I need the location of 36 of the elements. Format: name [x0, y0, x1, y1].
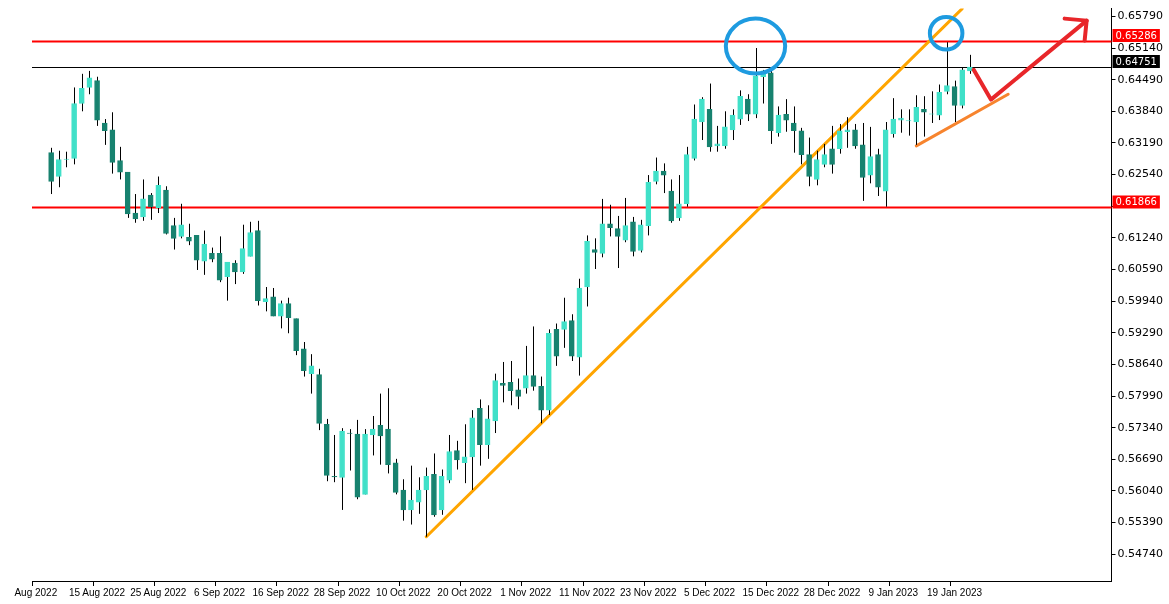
y-tick-label: 0.59940 [1117, 293, 1164, 307]
ref-line-label: 0.64751 [1115, 55, 1157, 67]
x-tick-label: 16 Sep 2022 [252, 586, 310, 598]
x-tick-label: 9 Jan 2023 [868, 586, 919, 598]
y-tick-label: 0.58640 [1117, 357, 1164, 371]
x-tick-label: 1 Nov 2022 [500, 586, 552, 598]
y-tick-label: 0.57990 [1117, 388, 1164, 402]
y-tick-label: 0.63840 [1117, 104, 1164, 118]
x-tick-label: 5 Dec 2022 [683, 586, 736, 598]
y-tick-label: 0.57340 [1117, 420, 1164, 434]
x-tick-label: 28 Dec 2022 [803, 586, 861, 598]
y-tick-label: 0.55390 [1117, 515, 1164, 529]
x-tick-label: 11 Nov 2022 [559, 586, 616, 598]
y-tick-label: 0.65790 [1117, 9, 1164, 23]
x-tick-label: 15 Dec 2022 [742, 586, 800, 598]
ref-line-label: 0.61866 [1115, 195, 1157, 207]
x-tick-label: 28 Sep 2022 [313, 586, 371, 598]
x-tick-label: 19 Jan 2023 [927, 586, 983, 598]
x-tick-label: 20 Oct 2022 [437, 586, 493, 598]
ref-line-label: 0.65286 [1115, 29, 1157, 41]
y-tick-label: 0.63190 [1117, 135, 1164, 149]
y-tick-label: 0.64490 [1117, 72, 1164, 86]
y-tick-label: 0.56040 [1117, 483, 1164, 497]
y-tick-label: 0.61240 [1117, 230, 1164, 244]
y-tick-label: 0.59290 [1117, 325, 1164, 339]
x-tick-label: 10 Oct 2022 [376, 586, 431, 598]
x-tick-label: Aug 2022 [14, 586, 58, 598]
y-tick-label: 0.60590 [1117, 262, 1164, 276]
x-tick-label: 15 Aug 2022 [68, 586, 126, 598]
x-tick-label: 25 Aug 2022 [130, 586, 187, 598]
y-tick-label: 0.65140 [1117, 40, 1164, 54]
y-tick-label: 0.54740 [1117, 547, 1164, 561]
x-tick-label: 23 Nov 2022 [619, 586, 678, 598]
y-tick-label: 0.56690 [1117, 452, 1164, 466]
x-tick-label: 6 Sep 2022 [193, 586, 246, 598]
y-tick-label: 0.62540 [1117, 167, 1164, 181]
